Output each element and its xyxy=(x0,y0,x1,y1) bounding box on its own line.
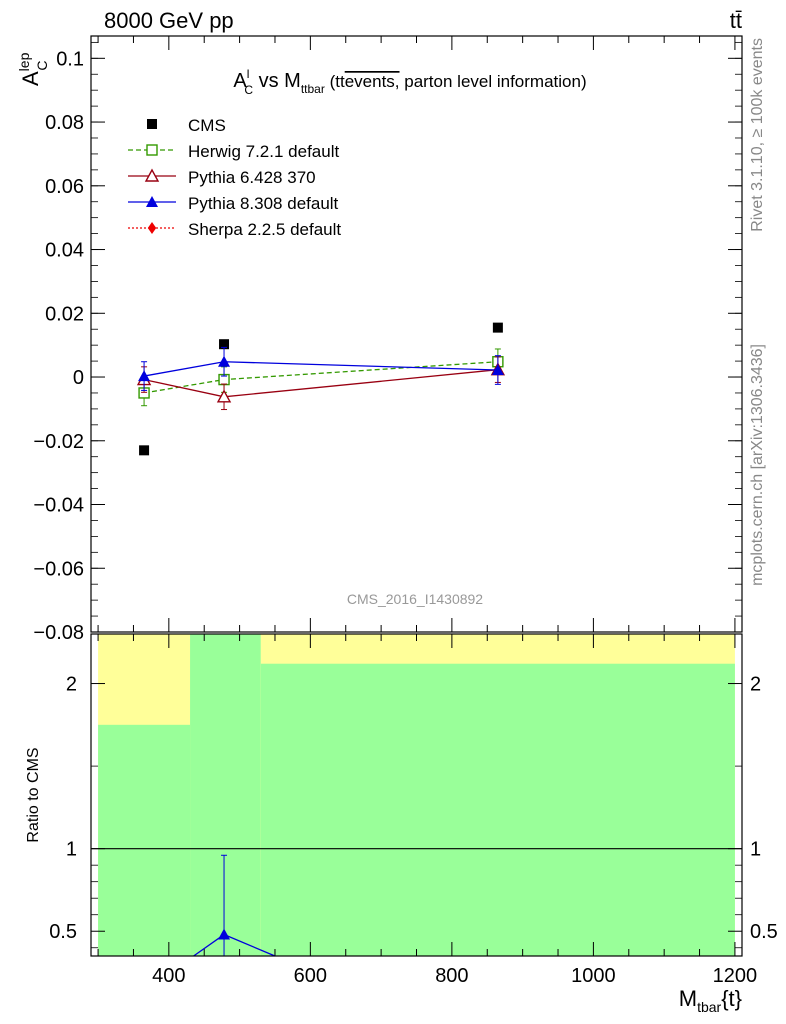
y-tick-label: −0.02 xyxy=(33,431,84,453)
ratio-plot: 0.5 0.5 1 1 2 2 400 600 800 1000 1200 xyxy=(49,633,778,987)
legend-label: Sherpa 2.2.5 default xyxy=(188,220,341,239)
legend: CMS Herwig 7.2.1 default Pythia 6.428 370 P… xyxy=(128,116,341,239)
y-tick-label: −0.08 xyxy=(33,622,84,644)
analysis-watermark: CMS_2016_I1430892 xyxy=(347,591,483,607)
ratio-y-tick-label-right: 2 xyxy=(750,674,761,696)
main-plot: −0.08 −0.06 −0.04 −0.02 0 0.02 0.04 0.06 0.08 0.1 xyxy=(33,35,743,644)
header-energy-label: 8000 GeV pp xyxy=(104,8,234,33)
mcplots-label: mcplots.cern.ch [arXiv:1306.3436] xyxy=(749,344,766,586)
x-axis-label: Mtbar{t} xyxy=(679,986,742,1015)
y-tick-label: 0.04 xyxy=(45,240,84,262)
legend-marker xyxy=(146,144,158,156)
y-tick-label: −0.06 xyxy=(33,558,84,580)
plot-title: Al C vs Mttbar (ttevents, parton level in… xyxy=(233,67,586,97)
legend-marker xyxy=(146,196,158,207)
x-tick-label: 600 xyxy=(294,965,327,987)
legend-label: Pythia 6.428 370 xyxy=(188,168,316,187)
y-tick-label: 0.1 xyxy=(56,48,84,70)
ratio-y-axis-label: Ratio to CMS xyxy=(25,747,42,842)
y-tick-label: 0.08 xyxy=(45,112,84,134)
uncertainty-band-green xyxy=(260,663,735,956)
legend-label: Herwig 7.2.1 default xyxy=(188,142,339,161)
legend-marker xyxy=(147,119,157,129)
y-axis-label: Alep C xyxy=(16,52,50,86)
ratio-data-point xyxy=(218,928,231,940)
ratio-y-tick-label-left: 1 xyxy=(66,839,77,861)
legend-marker xyxy=(147,222,157,234)
y-tick-label: −0.04 xyxy=(33,495,84,517)
data-point xyxy=(492,322,503,333)
legend-marker xyxy=(144,168,160,182)
y-tick-label: 0 xyxy=(73,367,84,389)
data-point xyxy=(491,364,504,376)
y-tick-label: 0.02 xyxy=(45,303,84,325)
legend-label: Pythia 8.308 default xyxy=(188,194,339,213)
ratio-y-tick-label-left: 0.5 xyxy=(49,921,77,943)
ratio-plot-frame xyxy=(90,633,743,957)
x-tick-label: 1000 xyxy=(571,965,616,987)
data-point xyxy=(219,339,230,350)
uncertainty-band-green xyxy=(190,634,261,956)
x-tick-label: 400 xyxy=(152,965,185,987)
ratio-y-tick-label-right: 0.5 xyxy=(750,921,778,943)
ratio-series-line xyxy=(223,933,276,957)
uncertainty-band-green xyxy=(98,724,191,956)
x-tick-label: 800 xyxy=(435,965,468,987)
legend-label: CMS xyxy=(188,116,226,135)
data-point xyxy=(218,355,231,367)
ratio-y-tick-label-left: 2 xyxy=(66,674,77,696)
data-point xyxy=(138,370,151,382)
x-tick-label: 1200 xyxy=(713,965,758,987)
y-tick-label: 0.06 xyxy=(45,176,84,198)
main-plot-frame xyxy=(90,35,743,633)
data-point xyxy=(216,389,232,403)
ratio-y-tick-label-right: 1 xyxy=(750,839,761,861)
data-point xyxy=(139,445,150,456)
header-process-label: tt̄ xyxy=(730,8,742,33)
rivet-version-label: Rivet 3.1.10, ≥ 100k events xyxy=(749,38,766,232)
